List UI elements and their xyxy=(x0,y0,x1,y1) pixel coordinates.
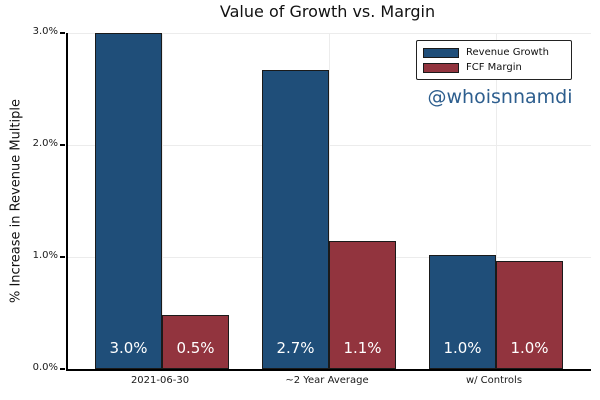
bar-value-label: 0.5% xyxy=(176,339,215,357)
y-tick-mark xyxy=(60,144,65,146)
legend-label-fcf-margin: FCF Margin xyxy=(466,62,522,73)
bar-value-label: 2.7% xyxy=(276,339,315,357)
fcf-margin-swatch-icon xyxy=(423,62,459,73)
bar-fcf-margin-0: 0.5% xyxy=(162,315,229,369)
y-tick-label: 1.0% xyxy=(32,250,58,261)
gridline-3.0% xyxy=(68,32,591,34)
legend-label-revenue-growth: Revenue Growth xyxy=(466,47,549,58)
legend: Revenue Growth FCF Margin xyxy=(416,40,572,80)
y-axis-label: % Increase in Revenue Multiple xyxy=(8,98,24,304)
gridline-category-0 xyxy=(161,33,163,369)
revenue-growth-swatch-icon xyxy=(423,47,459,58)
y-tick-mark xyxy=(60,368,65,370)
bar-fcf-margin-1: 1.1% xyxy=(329,241,396,369)
x-tick-label: ~2 Year Average xyxy=(285,375,369,386)
y-tick-label: 2.0% xyxy=(32,138,58,149)
bar-value-label: 1.1% xyxy=(343,339,382,357)
bar-revenue-growth-0: 3.0% xyxy=(95,33,162,369)
y-tick-mark xyxy=(60,256,65,258)
bar-revenue-growth-2: 1.0% xyxy=(429,254,496,369)
x-tick-label: w/ Controls xyxy=(465,375,523,386)
watermark: @whoisnnamdi xyxy=(427,86,573,108)
gridline-category-2 xyxy=(495,33,497,369)
gridline-category-1 xyxy=(328,33,330,369)
legend-item-fcf-margin: FCF Margin xyxy=(423,60,564,75)
plot-area: 3.0% 2.7% 1.0% 0.5% 1.1% 1.0% xyxy=(66,32,591,371)
legend-item-revenue-growth: Revenue Growth xyxy=(423,45,564,60)
x-tick-label: 2021-06-30 xyxy=(130,375,190,386)
bar-value-label: 1.0% xyxy=(510,339,549,357)
y-tick-mark xyxy=(60,32,65,34)
bar-revenue-growth-1: 2.7% xyxy=(262,69,329,369)
chart-title: Value of Growth vs. Margin xyxy=(219,2,436,21)
gridline-2.0% xyxy=(68,144,591,146)
bar-value-label: 1.0% xyxy=(443,339,482,357)
y-tick-label: 3.0% xyxy=(32,26,58,37)
bar-fcf-margin-2: 1.0% xyxy=(496,261,563,369)
bar-value-label: 3.0% xyxy=(109,339,148,357)
y-tick-label: 0.0% xyxy=(32,362,58,373)
